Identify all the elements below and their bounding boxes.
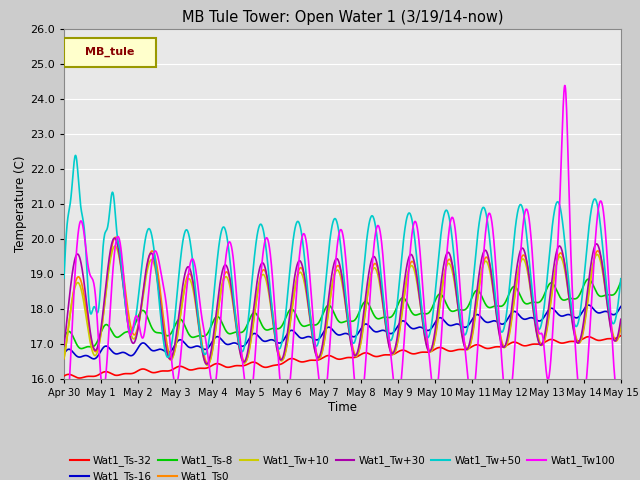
Wat1_Tw100 [170,379,178,384]
Wat1_Ts0 [204,361,212,367]
Line: Wat1_Tw+50: Wat1_Tw+50 [64,156,621,357]
Line: Wat1_Ts-8: Wat1_Ts-8 [64,279,621,348]
Wat1_Ts-16 [429,323,437,329]
Wat1_Tw100 [617,394,625,399]
Title: MB Tule Tower: Open Water 1 (3/19/14-now): MB Tule Tower: Open Water 1 (3/19/14-now… [182,10,503,25]
Wat1_Ts0 [429,343,437,349]
Wat1_Tw+50 [172,312,179,318]
Line: Wat1_Tw+30: Wat1_Tw+30 [64,238,621,364]
Wat1_Ts-16 [171,343,179,348]
Wat1_Ts-16 [60,351,68,357]
Wat1_Ts-16 [246,334,254,339]
Wat1_Tw100 [246,394,254,399]
Wat1_Tw+50 [502,312,510,318]
Wat1_Ts-8 [184,330,192,336]
Wat1_Ts-16 [617,304,625,310]
Wat1_Tw+50 [617,276,625,282]
Wat1_Ts0 [184,272,192,277]
Wat1_Ts-16 [585,302,593,308]
Wat1_Tw100 [561,83,568,88]
Wat1_Tw+10 [111,243,119,249]
Wat1_Ts-32 [617,333,625,338]
Wat1_Ts-8 [171,324,179,329]
Wat1_Ts-16 [184,344,192,349]
Wat1_Ts0 [60,356,68,362]
Wat1_Tw+30 [60,343,68,348]
Wat1_Tw100 [429,388,436,394]
Wat1_Tw+50 [429,306,437,312]
Wat1_Ts-32 [184,367,192,372]
Wat1_Tw100 [60,394,68,399]
Wat1_Ts0 [502,343,510,349]
Wat1_Ts-32 [171,365,179,371]
Wat1_Tw100 [551,297,559,302]
Wat1_Tw+10 [204,362,211,368]
Wat1_Tw+30 [247,328,255,334]
Wat1_Tw+10 [502,342,510,348]
Wat1_Tw+10 [429,342,437,348]
Wat1_Tw+30 [552,254,559,260]
Y-axis label: Temperature (C): Temperature (C) [14,156,28,252]
Wat1_Ts-8 [77,346,85,351]
Wat1_Ts0 [552,267,559,273]
Wat1_Tw+10 [247,336,255,342]
Wat1_Ts-32 [246,360,254,366]
Wat1_Tw+50 [72,153,79,158]
Line: Wat1_Ts-32: Wat1_Ts-32 [64,336,621,378]
Wat1_Tw+50 [247,290,255,296]
Wat1_Tw+50 [164,354,172,360]
Wat1_Ts-32 [429,348,437,353]
Wat1_Ts-8 [551,284,559,290]
Wat1_Ts-16 [90,356,98,362]
Wat1_Tw+50 [185,231,193,237]
Line: Wat1_Ts0: Wat1_Ts0 [64,237,621,364]
Wat1_Ts0 [111,234,119,240]
Wat1_Tw+30 [203,361,211,367]
Wat1_Tw+10 [184,276,192,282]
Wat1_Tw+30 [184,264,192,270]
Wat1_Tw+30 [111,235,118,241]
Wat1_Ts-16 [502,319,509,324]
Wat1_Tw100 [502,394,509,399]
Wat1_Ts-8 [60,335,68,341]
Wat1_Tw+10 [60,355,68,361]
Line: Wat1_Tw+10: Wat1_Tw+10 [64,246,621,365]
Wat1_Tw+10 [617,322,625,328]
Wat1_Ts-32 [502,343,509,348]
Wat1_Ts-16 [551,308,559,313]
Wat1_Ts-8 [246,314,254,320]
Wat1_Tw+50 [552,204,559,209]
X-axis label: Time: Time [328,401,357,414]
Wat1_Ts0 [171,348,179,354]
Wat1_Tw+30 [617,316,625,322]
Wat1_Ts0 [617,325,625,331]
Wat1_Ts-8 [429,302,437,308]
Wat1_Ts-32 [551,337,559,343]
Wat1_Tw+30 [429,337,437,343]
Wat1_Tw+10 [171,348,179,354]
Line: Wat1_Ts-16: Wat1_Ts-16 [64,305,621,359]
Wat1_Tw+30 [502,340,510,346]
Wat1_Ts-32 [76,375,83,381]
Legend: Wat1_Ts-32, Wat1_Ts-16, Wat1_Ts-8, Wat1_Ts0, Wat1_Tw+10, Wat1_Tw+30, Wat1_Tw+50,: Wat1_Ts-32, Wat1_Ts-16, Wat1_Ts-8, Wat1_… [66,451,619,480]
FancyBboxPatch shape [64,37,156,67]
Wat1_Tw+30 [171,342,179,348]
Line: Wat1_Tw100: Wat1_Tw100 [64,85,621,396]
Wat1_Tw100 [184,276,191,282]
Wat1_Ts0 [247,338,255,344]
Wat1_Ts-8 [584,276,592,282]
Wat1_Ts-8 [617,279,625,285]
Wat1_Tw+50 [60,275,68,281]
Wat1_Ts-32 [60,373,68,379]
Wat1_Ts-8 [502,299,509,304]
Text: MB_tule: MB_tule [85,47,134,58]
Wat1_Tw+10 [552,266,559,272]
